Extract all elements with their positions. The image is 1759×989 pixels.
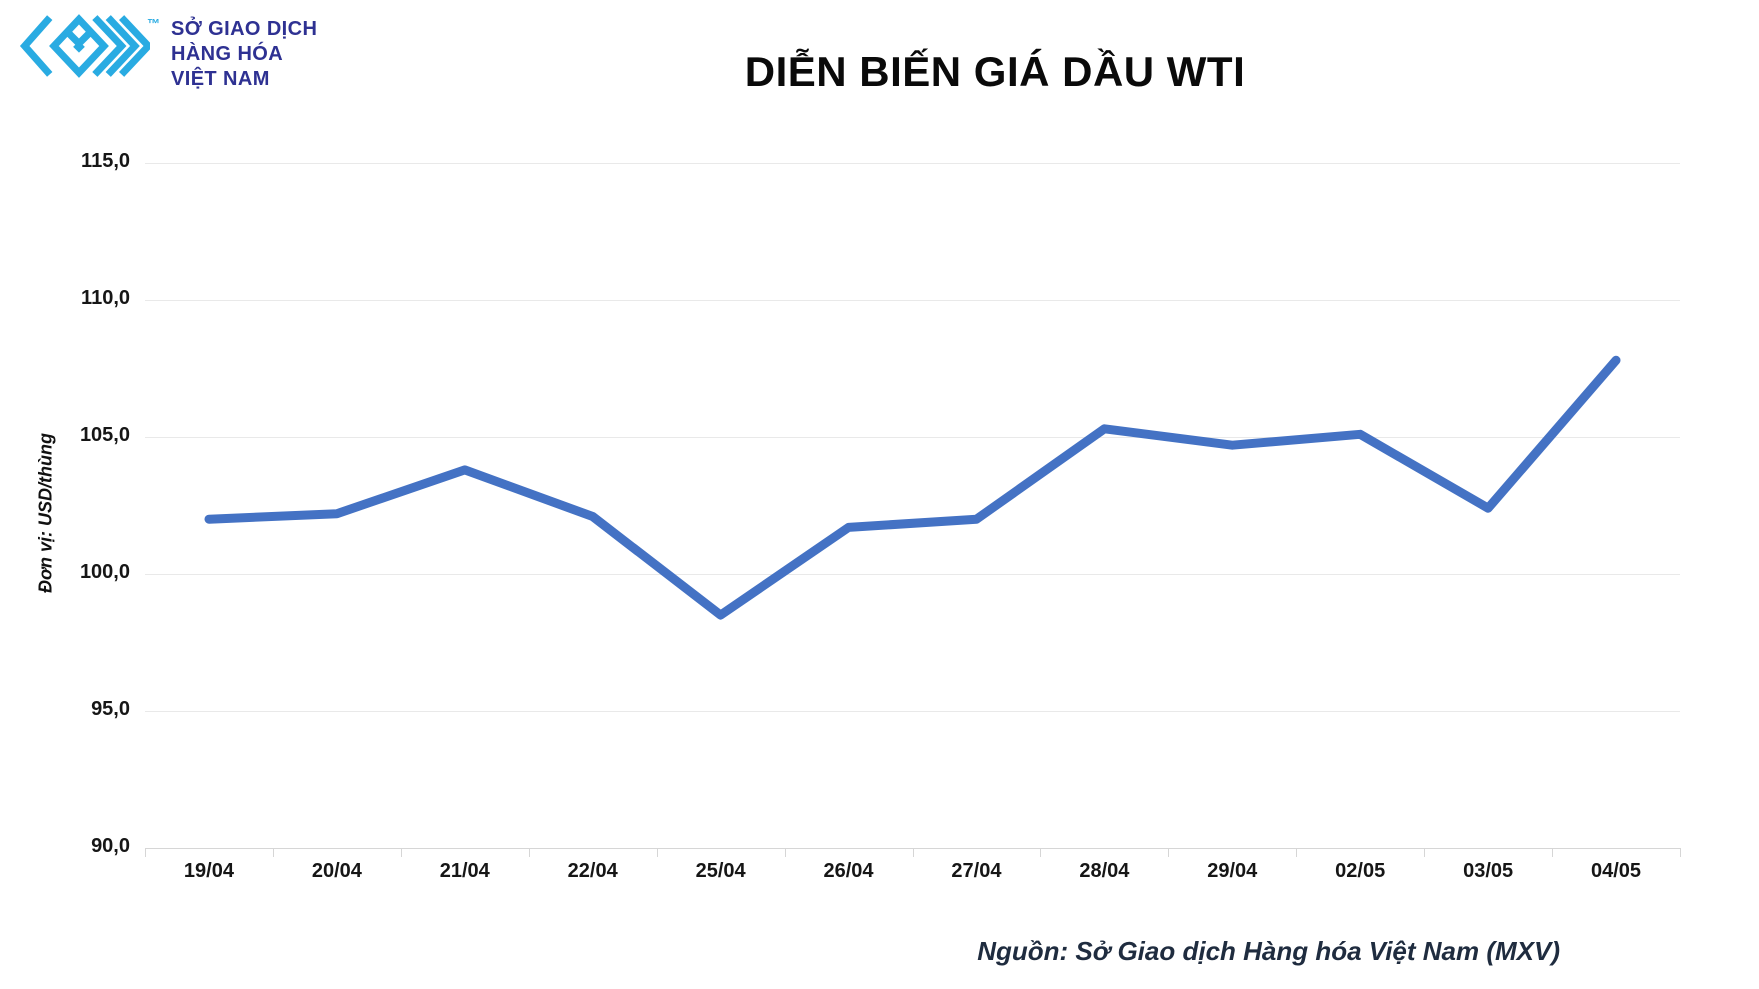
source-note: Nguồn: Sở Giao dịch Hàng hóa Việt Nam (M… <box>977 936 1560 966</box>
x-axis-tick <box>1552 848 1554 857</box>
logo-right-chevron-3-icon <box>119 15 150 77</box>
x-tick-label: 21/04 <box>439 860 490 882</box>
logo-center-diamond-icon <box>73 40 85 53</box>
x-tick-label: 20/04 <box>311 860 362 882</box>
gridline-110,0 <box>145 299 1680 301</box>
gridline-100,0 <box>145 573 1680 575</box>
mxv-logo-icon <box>19 14 150 78</box>
x-tick-label: 28/04 <box>1079 860 1130 882</box>
wti-price-line <box>204 355 1621 620</box>
x-tick-label: 26/04 <box>823 860 874 882</box>
x-axis-tick <box>528 848 530 857</box>
logo-diamond-icon <box>49 14 109 78</box>
logo-left-chevron-icon <box>19 15 53 77</box>
y-tick-label: 115,0 <box>81 150 130 172</box>
y-tick-label: 110,0 <box>81 287 130 309</box>
x-axis-tick <box>272 848 274 857</box>
x-axis-tick <box>400 848 402 857</box>
x-axis-tick <box>1168 848 1170 857</box>
x-tick-label: 25/04 <box>695 860 746 882</box>
logo-line-3: VIỆT NAM <box>171 68 270 90</box>
chart-title: DIỄN BIẾN GIÁ DẦU WTI <box>744 48 1246 96</box>
y-tick-label: 90,0 <box>91 835 130 857</box>
y-tick-label: 95,0 <box>91 698 130 720</box>
x-tick-label: 04/05 <box>1591 860 1642 882</box>
x-tick-label: 29/04 <box>1207 860 1258 882</box>
y-tick-label: 105,0 <box>79 424 130 446</box>
x-tick-label: 22/04 <box>567 860 618 882</box>
x-axis-tick <box>1296 848 1298 857</box>
x-axis-tick <box>656 848 658 857</box>
gridline-115,0 <box>145 162 1680 164</box>
logo-wordmark: SỞ GIAO DỊCH HÀNG HÓA VIỆT NAM <box>171 17 317 92</box>
gridline-105,0 <box>145 436 1680 438</box>
logo-right-chevron-1-icon <box>92 15 127 77</box>
logo-right-chevron-2-icon <box>105 15 140 77</box>
logo-line-2: HÀNG HÓA <box>171 43 284 65</box>
x-axis-tick <box>1680 848 1681 857</box>
x-tick-label: 27/04 <box>951 860 1002 882</box>
logo-line-1: SỞ GIAO DỊCH <box>171 18 318 40</box>
x-axis-tick <box>784 848 786 857</box>
trademark-symbol: ™ <box>147 16 160 31</box>
x-axis-tick <box>912 848 914 857</box>
y-tick-label: 100,0 <box>79 561 130 583</box>
x-axis-tick <box>1040 848 1042 857</box>
x-axis-tick <box>145 848 146 857</box>
gridline-95,0 <box>145 710 1680 712</box>
x-tick-label: 19/04 <box>183 860 234 882</box>
x-tick-label: 03/05 <box>1463 860 1514 882</box>
price-line-plot <box>204 355 1621 620</box>
x-tick-label: 02/05 <box>1335 860 1386 882</box>
x-axis-tick <box>1424 848 1426 857</box>
